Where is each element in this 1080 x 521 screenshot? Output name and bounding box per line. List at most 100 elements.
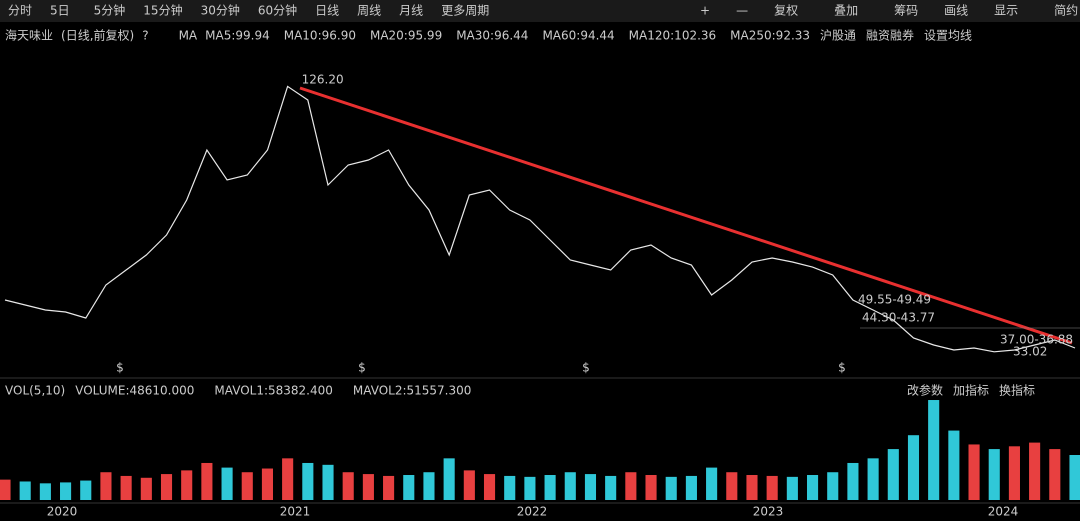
volume-bar	[322, 464, 334, 500]
tool-button[interactable]: 画线	[944, 4, 968, 18]
level-label: 37.00-36.88	[1000, 333, 1073, 347]
year-label: 2022	[517, 505, 548, 519]
tool-button[interactable]: 显示	[994, 4, 1018, 18]
volume-bar	[726, 472, 738, 500]
ma-value: MA20:95.99	[370, 29, 442, 43]
volume-bar	[140, 477, 152, 500]
period-tab[interactable]: 5日	[50, 4, 70, 18]
volume-bar	[342, 472, 354, 500]
volume-bar	[948, 430, 960, 500]
period-tab[interactable]: 60分钟	[258, 3, 297, 18]
volume-bar	[1008, 446, 1020, 500]
event-marker: $	[116, 361, 124, 375]
volume-bar	[282, 458, 294, 500]
volume-bar	[1069, 455, 1080, 500]
year-label: 2021	[280, 505, 311, 519]
volume-bar	[19, 481, 31, 500]
ma-value: MA120:102.36	[629, 29, 717, 43]
volume-bar	[766, 475, 778, 500]
volume-bar	[504, 475, 516, 500]
low-label: 33.02	[1013, 345, 1047, 359]
period-tab[interactable]: 分时	[8, 4, 32, 18]
high-label: 126.20	[302, 73, 344, 87]
volume-bar	[746, 475, 758, 500]
volume-bar	[928, 400, 940, 500]
volume-bar	[160, 474, 173, 500]
volume-bar	[423, 472, 435, 500]
indicator-button[interactable]: 改参数	[907, 383, 943, 398]
volume-bar	[362, 474, 374, 500]
volume-bar	[564, 472, 576, 500]
volume-bar	[786, 476, 798, 500]
volume-bar	[988, 449, 1000, 500]
volume-bar	[60, 482, 72, 500]
period-tab[interactable]: 5分钟	[94, 3, 126, 18]
period-tab[interactable]: 月线	[399, 4, 423, 18]
volume-bar	[80, 480, 92, 500]
volume-bar	[605, 475, 617, 500]
ma-value: MA10:96.90	[284, 29, 356, 43]
event-marker: $	[838, 361, 846, 375]
volume-bar	[524, 476, 536, 500]
period-tab[interactable]: 日线	[315, 4, 339, 18]
price-line	[4, 85, 1076, 353]
volume-bar	[806, 475, 819, 500]
tool-button[interactable]: 叠加	[834, 4, 858, 18]
volume-bar	[39, 483, 51, 500]
tool-button[interactable]: +	[700, 4, 710, 18]
year-label: 2020	[47, 505, 78, 519]
header-link[interactable]: 设置均线	[924, 29, 972, 43]
volume-bar	[827, 472, 839, 500]
period-tab[interactable]: 15分钟	[143, 3, 182, 18]
header-ma: MA	[179, 29, 198, 43]
volume-current: VOLUME:48610.000	[75, 384, 194, 398]
period-tab[interactable]: 周线	[357, 4, 381, 18]
volume-bar	[706, 467, 718, 500]
header-help[interactable]: ?	[142, 29, 148, 43]
indicator-button[interactable]: 加指标	[953, 383, 989, 398]
tool-button[interactable]: 筹码	[894, 4, 918, 18]
header-link[interactable]: 沪股通	[820, 29, 856, 43]
volume-indicator: VOL(5,10)	[5, 384, 65, 398]
volume-bar	[645, 475, 657, 500]
volume-bar	[847, 462, 859, 500]
volume-bar	[887, 449, 899, 500]
volume-bar	[261, 468, 274, 500]
volume-bar	[241, 472, 253, 500]
tool-button[interactable]: —	[736, 4, 748, 18]
period-tab[interactable]: 更多周期	[441, 4, 489, 18]
volume-bar	[100, 472, 112, 500]
tool-button[interactable]: 复权	[774, 4, 798, 18]
volume-bar	[968, 444, 980, 500]
ma-value: MA5:99.94	[205, 29, 270, 43]
volume-bar	[403, 475, 415, 500]
header-mode: (日线,前复权)	[61, 28, 134, 43]
event-marker: $	[358, 361, 366, 375]
year-label: 2024	[988, 505, 1019, 519]
event-marker: $	[582, 361, 590, 375]
volume-bar	[625, 472, 637, 500]
toolbar-bg	[0, 0, 1080, 22]
header-link[interactable]: 融资融券	[866, 28, 914, 43]
ma-value: MA60:94.44	[542, 29, 614, 43]
volume-bar	[544, 475, 556, 500]
indicator-button[interactable]: 换指标	[999, 383, 1035, 398]
volume-bar	[201, 462, 213, 500]
volume-bar	[383, 475, 395, 500]
volume-bar	[483, 474, 496, 500]
volume-bar	[1049, 449, 1061, 500]
tool-button[interactable]: 简约	[1054, 3, 1078, 18]
volume-bar	[1029, 442, 1041, 500]
period-tab[interactable]: 30分钟	[201, 3, 240, 18]
volume-bar	[221, 467, 233, 500]
volume-bar	[584, 474, 597, 500]
volume-mavol2: MAVOL2:51557.300	[353, 384, 472, 398]
volume-bar	[302, 462, 314, 500]
volume-bar	[685, 475, 697, 500]
volume-bar	[463, 470, 475, 500]
level-label: 44.30-43.77	[862, 311, 935, 325]
volume-bar	[443, 458, 455, 500]
volume-bar	[181, 470, 193, 500]
